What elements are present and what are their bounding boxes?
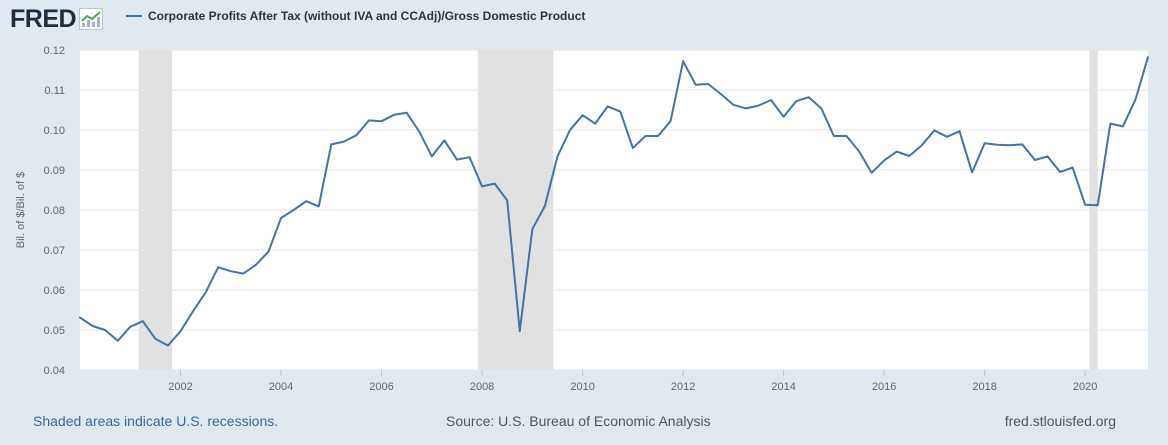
y-tick-label: 0.08 (44, 205, 65, 217)
chart-line-icon (79, 8, 104, 30)
y-tick-label: 0.07 (44, 245, 65, 257)
x-tick-label: 2020 (1073, 381, 1097, 393)
x-tick-label: 2016 (872, 381, 896, 393)
source-text: Source: U.S. Bureau of Economic Analysis (446, 413, 711, 429)
x-tick-labels: 2002 2004 2006 2008 2010 2012 2014 2016 2018 2020 (168, 370, 1097, 393)
y-axis-label: Bil. of $/Bil. of $ (15, 172, 27, 248)
legend-label: Corporate Profits After Tax (without IVA… (148, 9, 586, 23)
x-tick-label: 2008 (470, 381, 494, 393)
x-tick-label: 2014 (771, 381, 795, 393)
y-tick-label: 0.10 (44, 125, 65, 137)
y-tick-label: 0.04 (44, 365, 65, 377)
y-tick-label: 0.05 (44, 325, 65, 337)
x-tick-label: 2004 (269, 381, 293, 393)
x-tick-label: 2006 (369, 381, 393, 393)
x-tick-label: 2002 (168, 381, 192, 393)
y-tick-label: 0.06 (44, 285, 65, 297)
chart-header: FRED Corporate Profits After Tax (withou… (0, 0, 1168, 40)
y-tick-label: 0.12 (44, 45, 65, 57)
fred-logo-text: FRED (10, 5, 77, 33)
y-tick-label: 0.11 (44, 85, 65, 97)
recession-note-link[interactable]: Shaded areas indicate U.S. recessions. (33, 413, 279, 429)
site-link[interactable]: fred.stlouisfed.org (1004, 413, 1116, 429)
series-line-1 (79, 56, 1149, 347)
line-chart: 0.04 0.05 0.06 0.07 0.08 0.09 0.10 0.11 0.12 200… (15, 45, 1149, 393)
data-series (79, 56, 1149, 347)
y-tick-label: 0.09 (44, 165, 65, 177)
x-tick-label: 2012 (671, 381, 695, 393)
legend-swatch (126, 15, 142, 17)
y-tick-labels: 0.04 0.05 0.06 0.07 0.08 0.09 0.10 0.11 0.12 (44, 45, 65, 377)
legend[interactable]: Corporate Profits After Tax (without IVA… (126, 9, 585, 23)
grid-lines (80, 49, 1148, 371)
fred-logo[interactable]: FRED (10, 5, 104, 33)
x-tick-label: 2010 (570, 381, 594, 393)
x-tick-label: 2018 (972, 381, 996, 393)
